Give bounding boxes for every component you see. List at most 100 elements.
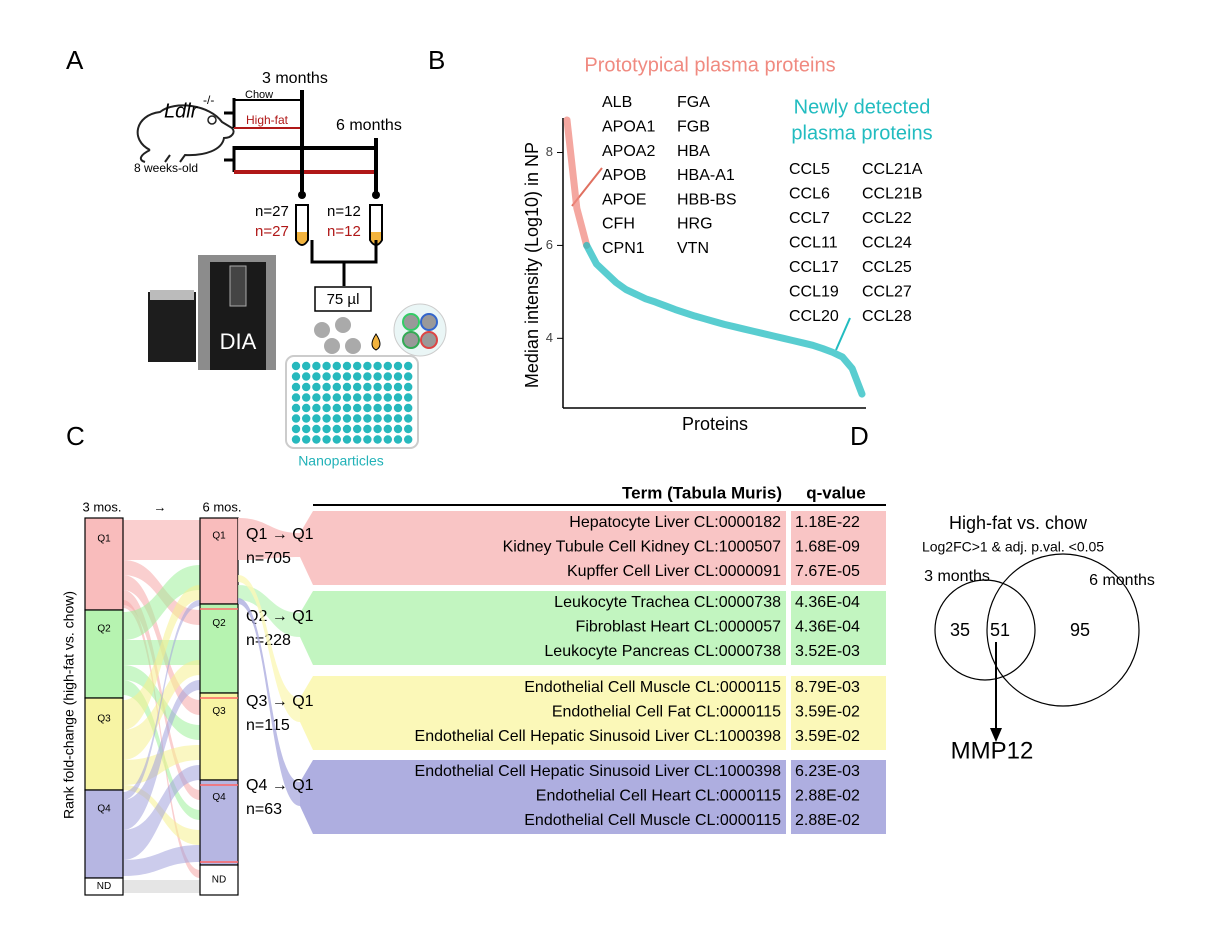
arrow: → xyxy=(154,499,167,514)
node xyxy=(298,191,306,199)
y-tick-label: 4 xyxy=(546,330,553,345)
well xyxy=(312,435,321,444)
quartile-block xyxy=(84,789,124,879)
well xyxy=(302,372,311,381)
well xyxy=(332,424,341,434)
well xyxy=(291,435,301,444)
bead xyxy=(420,313,438,331)
well xyxy=(342,361,352,371)
gene-label: FGA xyxy=(677,94,710,111)
well xyxy=(291,414,301,423)
flow xyxy=(123,600,200,878)
well xyxy=(353,361,362,371)
well xyxy=(312,424,321,434)
flow xyxy=(123,845,200,876)
well xyxy=(393,361,403,371)
term: Endothelial Cell Fat CL:0000115 xyxy=(552,704,781,721)
well xyxy=(342,424,352,434)
well xyxy=(342,403,352,413)
table-header: q-value xyxy=(806,483,866,502)
gene-label: VTN xyxy=(677,240,709,257)
leader-line xyxy=(835,317,851,351)
group-n: n=705 xyxy=(246,550,291,567)
well xyxy=(322,393,331,402)
age-label: 8 weeks-old xyxy=(134,161,198,175)
well xyxy=(302,382,311,392)
panel-label: D xyxy=(850,421,869,451)
well xyxy=(291,393,301,402)
well xyxy=(312,361,321,371)
well xyxy=(332,372,341,381)
quartile-block xyxy=(84,877,124,896)
flow xyxy=(238,598,300,806)
well xyxy=(393,424,403,434)
quartile-block xyxy=(199,517,239,605)
y-axis-label: Rank fold-change (high-fat vs. chow) xyxy=(61,591,77,819)
node xyxy=(372,191,380,199)
well xyxy=(404,424,413,434)
group-label: Q4 → Q1 xyxy=(246,777,314,794)
q-cell xyxy=(791,760,886,834)
term: Endothelial Cell Hepatic Sinusoid Liver … xyxy=(415,763,782,780)
well xyxy=(302,424,311,434)
well xyxy=(373,414,382,423)
gene-label: CCL17 xyxy=(789,259,839,276)
curve xyxy=(583,241,866,398)
well xyxy=(373,403,382,413)
well xyxy=(302,361,311,371)
well xyxy=(373,372,382,381)
well xyxy=(404,393,413,402)
q-value: 2.88E-02 xyxy=(795,788,860,805)
venn-criteria: Log2FC>1 & adj. p.val. <0.05 xyxy=(922,539,1104,555)
flow xyxy=(123,565,200,640)
well xyxy=(363,361,372,371)
arrow-head xyxy=(990,728,1002,742)
well xyxy=(393,414,403,423)
well xyxy=(353,393,362,402)
flow xyxy=(123,680,200,830)
quartile-label: Q1 xyxy=(212,531,226,542)
quartile-label: Q1 xyxy=(97,534,111,545)
term: Endothelial Cell Muscle CL:0000115 xyxy=(524,812,781,829)
well xyxy=(373,361,382,371)
quartile-label: Q4 xyxy=(97,804,111,815)
lc-top xyxy=(150,290,194,300)
strain: Ldlr xyxy=(164,100,199,122)
ms-source xyxy=(229,265,247,307)
column-label: 6 mos. xyxy=(202,499,241,514)
well xyxy=(322,424,331,434)
table-header: Term (Tabula Muris) xyxy=(622,483,782,502)
well xyxy=(342,393,352,402)
venn-circle xyxy=(934,579,1036,681)
n-label: n=12 xyxy=(327,203,361,220)
gene-label: HRG xyxy=(677,216,713,233)
well xyxy=(353,403,362,413)
well xyxy=(383,424,392,434)
well xyxy=(383,403,392,413)
term-cell xyxy=(313,760,786,834)
panel-a: Ldlr -/- Chow High-fat 8 weeks-old 3 mon… xyxy=(134,70,447,469)
pool-lines xyxy=(310,240,378,286)
term: Kidney Tubule Cell Kidney CL:1000507 xyxy=(503,539,782,556)
q-value: 1.18E-22 xyxy=(795,514,860,531)
well xyxy=(332,393,341,402)
q-value: 7.67E-05 xyxy=(795,563,860,580)
bead xyxy=(345,338,361,354)
q-cell xyxy=(791,511,886,585)
flow xyxy=(123,765,200,860)
chart-subtitle: Newly detected xyxy=(794,96,931,118)
column-label: 3 mos. xyxy=(82,499,121,514)
q-cell xyxy=(791,591,886,665)
flow xyxy=(123,585,200,730)
mouse-ear xyxy=(207,115,217,125)
well xyxy=(302,414,311,423)
term: Endothelial Cell Hepatic Sinusoid Liver … xyxy=(415,728,782,745)
term-cell xyxy=(313,511,786,585)
well xyxy=(322,414,331,423)
well xyxy=(404,414,413,423)
method-label: DIA xyxy=(220,329,257,354)
bead xyxy=(420,331,438,349)
group-n: n=63 xyxy=(246,801,282,818)
group-chevron xyxy=(300,760,313,834)
